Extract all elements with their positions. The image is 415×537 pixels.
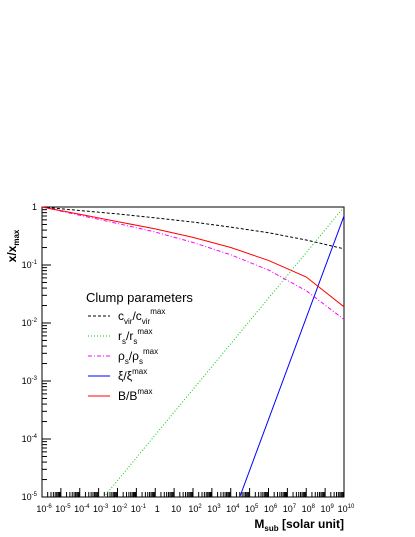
y-tick-label: 10-4 — [22, 434, 38, 444]
x-tick-label: 104 — [226, 504, 240, 514]
series-line-1 — [41, 206, 345, 250]
x-tick-label: 10-3 — [93, 504, 109, 514]
y-axis-title: x/xmax — [5, 229, 21, 262]
y-tick-label: 10-5 — [22, 492, 38, 502]
legend-label-3: ρs/ρsmax — [118, 347, 158, 366]
x-axis-title: Msub [solar unit] — [254, 517, 344, 533]
y-tick-label: 10-1 — [22, 260, 38, 270]
x-tick-label: 103 — [207, 504, 221, 514]
x-tick-label: 1 — [155, 504, 160, 514]
legend-label-4: ξ/ξmax — [118, 367, 147, 383]
y-tick-label: 10-2 — [22, 318, 38, 328]
legend: Clump parameters cvir/cvirmaxrs/rsmaxρs/… — [86, 290, 193, 403]
y-tick-label: 10-3 — [22, 376, 38, 386]
legend-label-5: B/Bmax — [118, 387, 152, 403]
x-tick-label: 1010 — [338, 504, 355, 514]
legend-label-2: rs/rsmax — [118, 327, 152, 346]
axis-ticks — [41, 206, 345, 498]
x-tick-label: 106 — [264, 504, 278, 514]
y-tick-label: 1 — [32, 202, 37, 212]
series-line-5 — [41, 206, 345, 308]
x-tick-label: 10 — [171, 504, 181, 514]
legend-label-1: cvir/cvirmax — [118, 307, 165, 326]
series-line-2 — [103, 206, 345, 498]
x-tick-label: 105 — [245, 504, 259, 514]
plot-frame — [41, 206, 345, 498]
x-tick-label: 102 — [188, 504, 202, 514]
x-tick-label: 10-2 — [112, 504, 128, 514]
x-tick-label: 10-4 — [74, 504, 90, 514]
x-tick-label: 107 — [283, 504, 297, 514]
x-tick-label: 109 — [320, 504, 334, 514]
x-tick-label: 10-5 — [55, 504, 71, 514]
series-layer — [41, 206, 345, 498]
x-tick-label: 108 — [302, 504, 316, 514]
x-tick-labels: 10-6 10-5 10-4 10-3 10-2 10-1 1 10 102 103 104 105 1… — [36, 504, 355, 514]
x-tick-label: 10-1 — [131, 504, 147, 514]
legend-title: Clump parameters — [86, 290, 193, 305]
y-tick-labels: 10-5 10-4 10-3 10-2 10-1 1 — [22, 202, 38, 502]
x-tick-label: 10-6 — [36, 504, 52, 514]
series-line-3 — [41, 206, 345, 320]
series-line-4 — [239, 215, 345, 498]
